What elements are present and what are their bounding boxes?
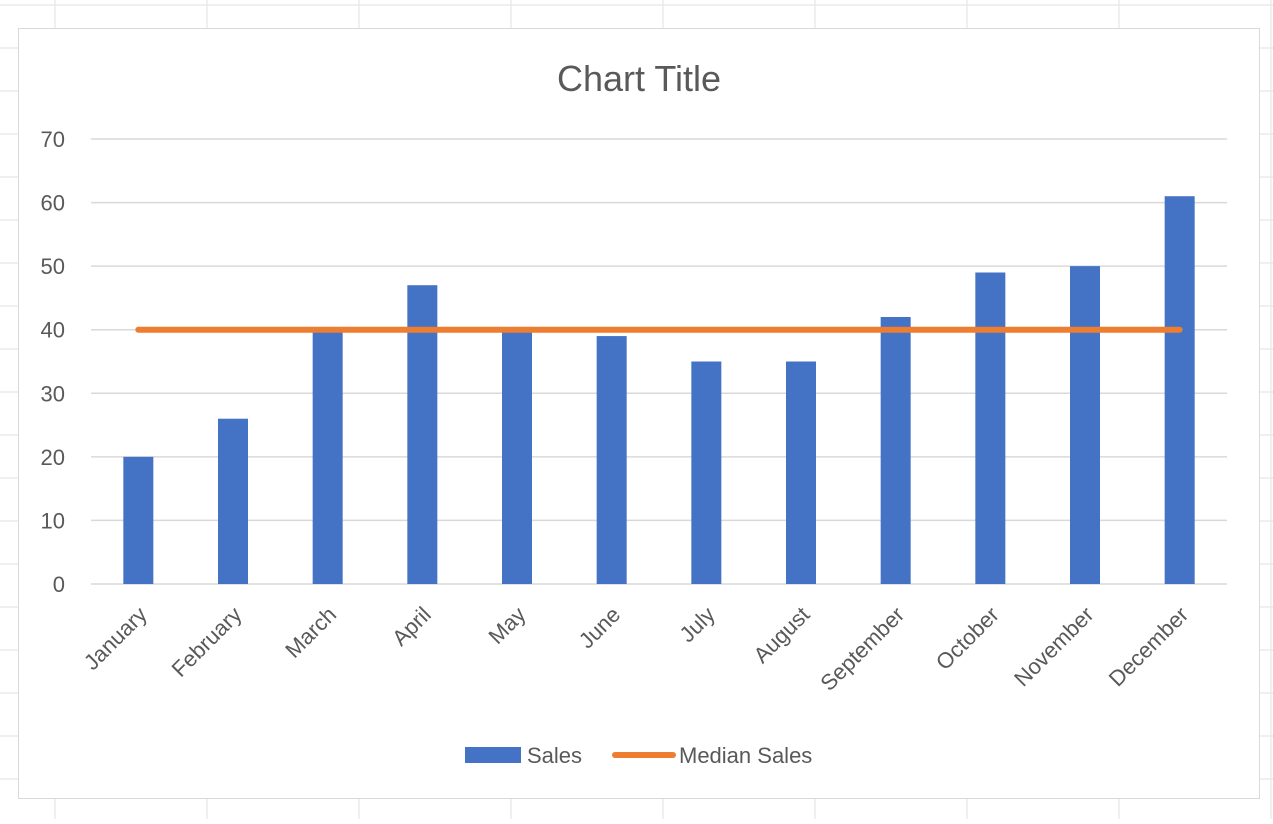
bar-december[interactable]: [1164, 196, 1195, 584]
x-tick-label: June: [574, 602, 625, 653]
y-tick-label: 50: [41, 254, 65, 279]
x-tick-label: December: [1104, 602, 1193, 691]
legend-swatch-sales: [465, 747, 521, 763]
chart-title[interactable]: Chart Title: [557, 58, 721, 99]
bar-february[interactable]: [218, 418, 248, 584]
bar-november[interactable]: [1070, 266, 1100, 584]
x-axis-ticks: January February March April May June July Augu…: [79, 602, 1193, 696]
y-tick-label: 30: [41, 381, 65, 406]
x-tick-label: September: [815, 602, 909, 696]
bar-july[interactable]: [691, 361, 722, 585]
chart-area[interactable]: 0 10 20 30 40 50 60 70 January February March Apri…: [18, 28, 1260, 799]
legend-label-median-sales: Median Sales: [679, 743, 812, 768]
bar-january[interactable]: [123, 456, 154, 584]
x-tick-label: November: [1009, 602, 1098, 691]
x-tick-label: February: [167, 602, 247, 682]
x-tick-label: April: [387, 602, 436, 651]
x-tick-label: January: [79, 602, 152, 675]
legend-label-sales: Sales: [527, 743, 582, 768]
chart: 0 10 20 30 40 50 60 70 January February March Apri…: [41, 58, 1227, 768]
bar-march[interactable]: [312, 329, 343, 584]
y-tick-label: 70: [41, 127, 65, 152]
y-tick-label: 40: [41, 318, 65, 343]
bar-may[interactable]: [502, 329, 532, 584]
x-tick-label: May: [483, 602, 530, 649]
bar-september[interactable]: [880, 317, 911, 584]
y-tick-label: 10: [41, 508, 65, 533]
x-tick-label: August: [748, 602, 814, 668]
y-tick-label: 20: [41, 445, 65, 470]
x-tick-label: March: [280, 602, 341, 663]
y-tick-label: 60: [41, 191, 65, 216]
legend[interactable]: Sales Median Sales: [465, 743, 812, 768]
y-tick-label: 0: [53, 572, 65, 597]
x-tick-label: October: [931, 602, 1004, 675]
bar-august[interactable]: [786, 361, 816, 585]
gridlines: [91, 138, 1227, 585]
x-tick-label: July: [675, 602, 720, 647]
bar-april[interactable]: [407, 285, 438, 584]
bar-series-sales[interactable]: [123, 196, 1195, 585]
bar-october[interactable]: [975, 272, 1006, 585]
y-axis-ticks: 0 10 20 30 40 50 60 70: [41, 127, 65, 597]
bar-june[interactable]: [596, 336, 627, 584]
